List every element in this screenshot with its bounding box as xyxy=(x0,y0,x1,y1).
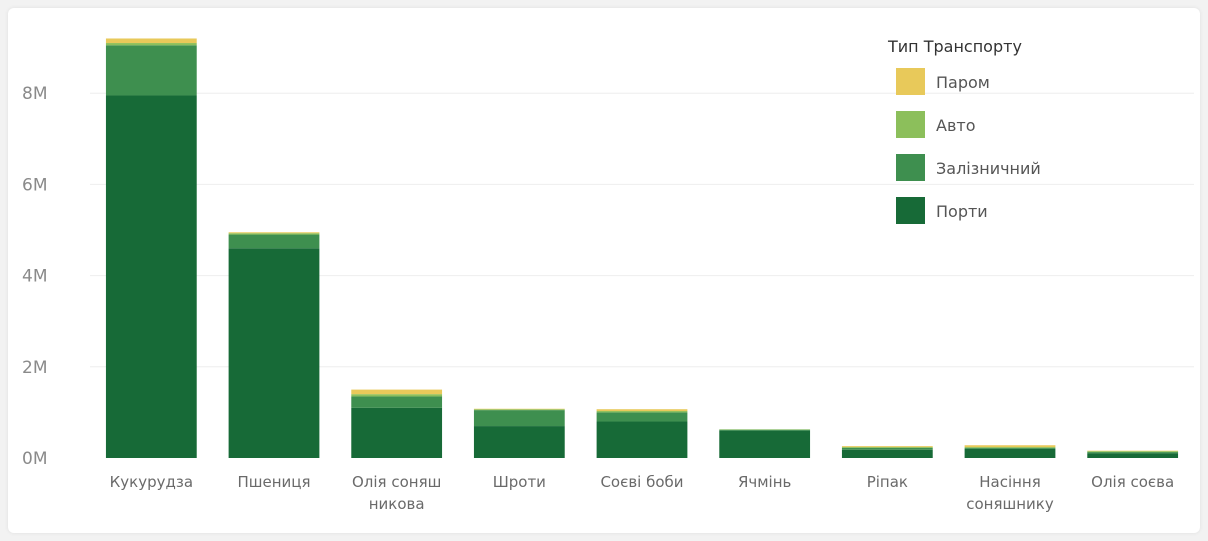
bar-segment-Паром[interactable] xyxy=(596,409,688,412)
bar-segment-Авто[interactable] xyxy=(1087,451,1179,453)
x-tick-label: Пшениця xyxy=(237,473,310,491)
y-tick-label: 4M xyxy=(22,267,47,287)
bar-segment-Залізничний[interactable] xyxy=(351,396,443,408)
bar-segment-Авто[interactable] xyxy=(964,447,1056,448)
bar-segment-Порти[interactable] xyxy=(596,421,688,458)
x-tick-label-line: соняшнику xyxy=(966,495,1054,513)
bar-segment-Авто[interactable] xyxy=(596,411,688,413)
x-tick-label-line: Ріпак xyxy=(867,473,908,491)
x-tick-label: Шроти xyxy=(493,473,546,491)
legend-swatch xyxy=(896,197,925,224)
x-tick-label-line: Шроти xyxy=(493,473,546,491)
legend-item-label[interactable]: Авто xyxy=(936,116,975,135)
legend-swatch xyxy=(896,154,925,181)
bar-segment-Залізничний[interactable] xyxy=(473,410,565,427)
stacked-bar-chart: 0M 2M 4M 6M 8M Кукурудза Пшениця Олія соняш нико… xyxy=(22,37,1194,513)
legend-title: Тип Транспорту xyxy=(887,37,1022,56)
bar-segment-Паром[interactable] xyxy=(964,445,1056,448)
bar-segment-Порти[interactable] xyxy=(351,407,443,458)
y-tick-label: 2M xyxy=(22,358,47,378)
x-tick-label-line: Насіння xyxy=(979,473,1041,491)
legend-item-label[interactable]: Порти xyxy=(936,202,988,221)
y-tick-label: 8M xyxy=(22,84,47,104)
bar-segment-Авто[interactable] xyxy=(841,447,933,448)
x-tick-label: Кукурудза xyxy=(110,473,193,491)
bar-segment-Порти[interactable] xyxy=(841,449,933,458)
x-tick-label: Олія соєва xyxy=(1091,473,1174,491)
x-tick-label-line: никова xyxy=(369,495,425,513)
bar-segment-Порти[interactable] xyxy=(473,426,565,458)
bar-segment-Порти[interactable] xyxy=(228,248,320,458)
bar-segment-Порти[interactable] xyxy=(105,95,197,458)
x-tick-label: Ячмінь xyxy=(738,473,791,491)
x-tick-label-line: Олія соєва xyxy=(1091,473,1174,491)
x-tick-label-line: Соєві боби xyxy=(600,473,683,491)
bar-segment-Залізничний[interactable] xyxy=(596,412,688,422)
bar-segment-Порти[interactable] xyxy=(1087,453,1179,458)
bar-segment-Залізничний[interactable] xyxy=(719,429,811,431)
y-tick-label: 6M xyxy=(22,175,47,195)
bar-segment-Авто[interactable] xyxy=(351,394,443,397)
bar-segment-Паром[interactable] xyxy=(228,232,320,234)
legend-swatch xyxy=(896,68,925,95)
chart-card: 0M 2M 4M 6M 8M Кукурудза Пшениця Олія соняш нико… xyxy=(8,8,1200,533)
bar-segment-Паром[interactable] xyxy=(351,389,443,395)
x-tick-label: Соєві боби xyxy=(600,473,683,491)
bar-segment-Авто[interactable] xyxy=(473,409,565,411)
bar-segment-Авто[interactable] xyxy=(228,233,320,235)
x-tick-label-line: Ячмінь xyxy=(738,473,791,491)
x-tick-label-line: Пшениця xyxy=(237,473,310,491)
x-tick-label: Ріпак xyxy=(867,473,908,491)
bar-segment-Залізничний[interactable] xyxy=(1087,452,1179,454)
bar-segment-Залізничний[interactable] xyxy=(228,234,320,249)
x-tick-label: Насіння соняшнику xyxy=(966,473,1054,513)
bar-segment-Залізничний[interactable] xyxy=(964,447,1056,449)
bar-segment-Паром[interactable] xyxy=(105,38,197,44)
x-tick-label: Олія соняш никова xyxy=(352,473,441,513)
legend-swatch xyxy=(896,111,925,138)
bar-segment-Паром[interactable] xyxy=(841,446,933,448)
legend-item-label[interactable]: Залізничний xyxy=(936,159,1041,178)
legend-item-label[interactable]: Паром xyxy=(936,73,990,92)
bar-segment-Залізничний[interactable] xyxy=(841,447,933,450)
x-tick-label-line: Кукурудза xyxy=(110,473,193,491)
bar-segment-Порти[interactable] xyxy=(719,430,811,458)
bar-segment-Залізничний[interactable] xyxy=(105,45,197,96)
x-tick-label-line: Олія соняш xyxy=(352,473,441,491)
bar-segment-Авто[interactable] xyxy=(105,43,197,46)
y-tick-label: 0M xyxy=(22,449,47,469)
bar-segment-Порти[interactable] xyxy=(964,448,1056,458)
